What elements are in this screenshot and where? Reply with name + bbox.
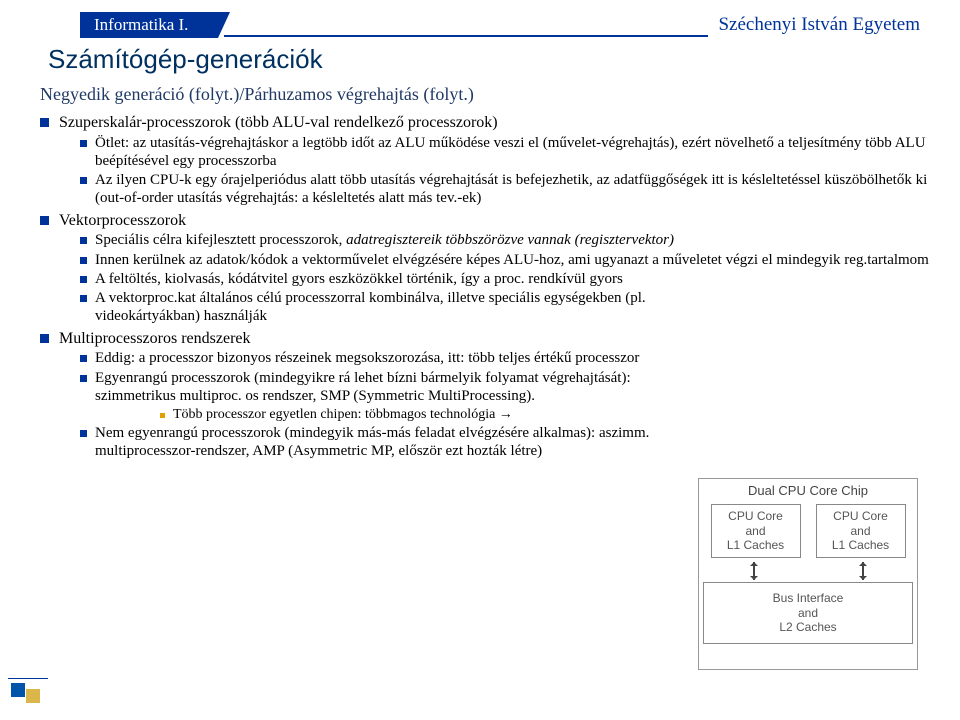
arrow-icon xyxy=(753,562,755,580)
section-superscalar: Szuperskalár-processzorok (több ALU-val … xyxy=(40,112,930,133)
item-text: Nem egyenrangú processzorok (mindegyik m… xyxy=(95,424,715,461)
header-left: Informatika I. xyxy=(80,12,230,38)
slide-subtitle: Negyedik generáció (folyt.)/Párhuzamos v… xyxy=(40,84,474,105)
logo-square-icon xyxy=(11,683,25,697)
bullet-icon xyxy=(80,237,87,244)
bullet-icon xyxy=(80,430,87,437)
core-line: and xyxy=(850,524,870,538)
core-line: and xyxy=(745,524,765,538)
item-text: Innen kerülnek az adatok/kódok a vektorm… xyxy=(95,251,929,269)
core-line: CPU Core xyxy=(833,509,888,523)
bullet-icon xyxy=(80,177,87,184)
core-line: L1 Caches xyxy=(727,538,784,552)
core-line: CPU Core xyxy=(728,509,783,523)
list-item: Innen kerülnek az adatok/kódok a vektorm… xyxy=(80,251,930,269)
item-text: A vektorproc.kat általános célú processz… xyxy=(95,289,715,326)
bullet-icon xyxy=(40,334,49,343)
bullet-icon xyxy=(80,257,87,264)
list-item: Nem egyenrangú processzorok (mindegyik m… xyxy=(80,424,930,461)
item-text: Eddig: a processzor bizonyos részeinek m… xyxy=(95,349,715,367)
item-text-plain: Speciális célra kifejlesztett processzor… xyxy=(95,232,346,248)
cpu-core-box: CPU Core and L1 Caches xyxy=(711,504,801,558)
item-text: Speciális célra kifejlesztett processzor… xyxy=(95,231,674,249)
dual-core-diagram: Dual CPU Core Chip CPU Core and L1 Cache… xyxy=(698,478,918,670)
bullet-icon xyxy=(80,375,87,382)
item-text: Több processzor egyetlen chipen: többmag… xyxy=(173,406,713,423)
bullet-icon xyxy=(80,355,87,362)
section-multiprocessor: Multiprocesszoros rendszerek xyxy=(40,328,930,349)
list-item: Speciális célra kifejlesztett processzor… xyxy=(80,231,930,249)
logo-square-icon xyxy=(26,689,40,703)
bullet-icon xyxy=(80,295,87,302)
slide-title: Számítógép-generációk xyxy=(48,44,323,75)
footer-logo xyxy=(8,678,48,712)
cpu-core-box: CPU Core and L1 Caches xyxy=(816,504,906,558)
diagram-title: Dual CPU Core Chip xyxy=(699,479,917,502)
section-vector: Vektorprocesszorok xyxy=(40,210,930,231)
list-item: A feltöltés, kiolvasás, kódátvitel gyors… xyxy=(80,270,930,288)
section-title: Vektorprocesszorok xyxy=(59,211,186,231)
bullet-icon xyxy=(40,118,49,127)
slide-header: Informatika I. Széchenyi István Egyetem xyxy=(80,12,920,38)
bus-line: and xyxy=(798,606,818,620)
bus-line: L2 Caches xyxy=(779,620,836,634)
diagram-connectors xyxy=(699,562,917,580)
diagram-cores-row: CPU Core and L1 Caches CPU Core and L1 C… xyxy=(699,502,917,562)
item-text: A feltöltés, kiolvasás, kódátvitel gyors… xyxy=(95,270,623,288)
arrow-icon xyxy=(862,562,864,580)
section-title: Szuperskalár-processzorok (több ALU-val … xyxy=(59,113,498,133)
section-title: Multiprocesszoros rendszerek xyxy=(59,329,251,349)
list-item: Egyenrangú processzorok (mindegyikre rá … xyxy=(80,369,930,406)
bullet-icon xyxy=(80,140,87,147)
list-item: Ötlet: az utasítás-végrehajtáskor a legt… xyxy=(80,134,930,171)
list-item: Az ilyen CPU-k egy órajelperiódus alatt … xyxy=(80,171,930,208)
list-item: Eddig: a processzor bizonyos részeinek m… xyxy=(80,349,930,367)
list-item: Több processzor egyetlen chipen: többmag… xyxy=(160,406,930,423)
item-text-italic: adatregisztereik többszörözve vannak (re… xyxy=(346,232,674,248)
item-text: Az ilyen CPU-k egy órajelperiódus alatt … xyxy=(95,171,930,208)
list-item: A vektorproc.kat általános célú processz… xyxy=(80,289,930,326)
slide-body: Szuperskalár-processzorok (több ALU-val … xyxy=(40,110,930,461)
bus-line: Bus Interface xyxy=(773,591,844,605)
item-text: Egyenrangú processzorok (mindegyikre rá … xyxy=(95,369,715,406)
bullet-icon xyxy=(40,216,49,225)
bullet-icon xyxy=(160,413,165,418)
bus-interface-box: Bus Interface and L2 Caches xyxy=(703,582,913,644)
bullet-icon xyxy=(80,276,87,283)
item-text: Ötlet: az utasítás-végrehajtáskor a legt… xyxy=(95,134,930,171)
header-right: Széchenyi István Egyetem xyxy=(718,14,920,36)
header-divider xyxy=(224,35,708,37)
core-line: L1 Caches xyxy=(832,538,889,552)
